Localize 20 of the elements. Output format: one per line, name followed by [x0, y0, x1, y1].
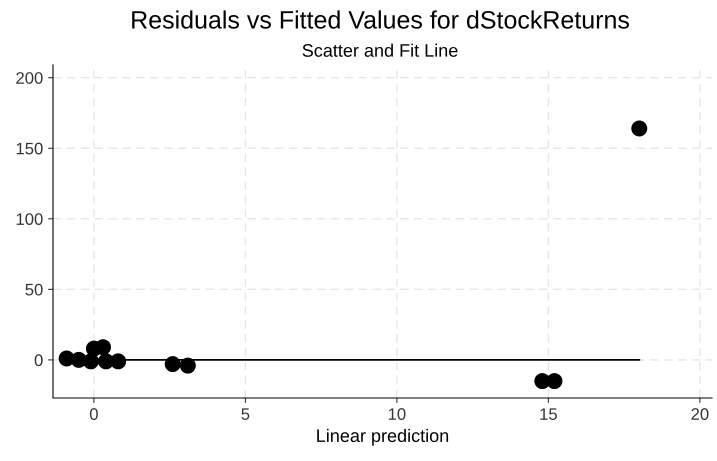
x-tick-label: 5 [241, 408, 250, 420]
point [82, 353, 99, 370]
x-tick-label: 20 [691, 408, 708, 420]
point [631, 120, 648, 136]
y-tick-label: 0 [34, 354, 43, 366]
y-tick-label: 150 [16, 142, 43, 154]
chart-subtitle: Scatter and Fit Line [302, 44, 458, 57]
x-tick-label: 15 [540, 408, 557, 420]
x-tick-label: 0 [90, 408, 98, 420]
chart-title: Residuals vs Fitted Values for dStockReturns [132, 10, 630, 29]
x-tick-label: 10 [388, 408, 406, 420]
point [546, 373, 562, 390]
y-tick-label: 50 [25, 284, 43, 296]
point [110, 353, 126, 370]
point [164, 356, 181, 372]
point [95, 339, 111, 356]
y-tick-label: 100 [16, 213, 43, 226]
x-axis-title: Linear prediction [317, 428, 448, 446]
point [180, 358, 196, 374]
y-tick-label: 200 [16, 72, 43, 84]
